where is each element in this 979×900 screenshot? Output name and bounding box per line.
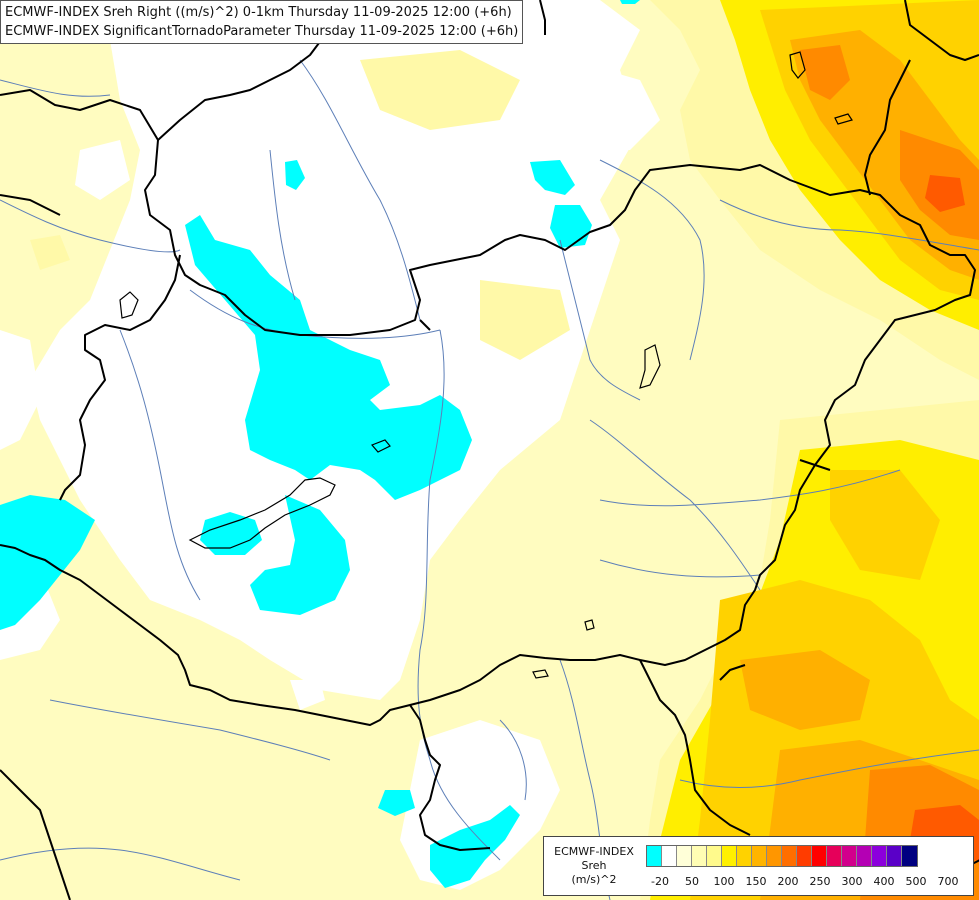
legend-tick-label: -20 (651, 875, 669, 888)
legend-swatch (662, 846, 677, 866)
legend-tick-label: 400 (873, 875, 895, 888)
rivers (0, 59, 979, 900)
legend-swatch (842, 846, 857, 866)
legend-tick-label: 200 (777, 875, 799, 888)
legend-tick-label: 50 (685, 875, 699, 888)
title-line-2: ECMWF-INDEX SignificantTornadoParameter … (5, 24, 519, 39)
legend-line-3: (m/s)^2 (571, 873, 617, 886)
legend-tick-label: 100 (713, 875, 735, 888)
title-line-1: ECMWF-INDEX Sreh Right ((m/s)^2) 0-1km T… (5, 5, 512, 20)
legend-swatch (707, 846, 722, 866)
legend-tick-label: 300 (841, 875, 863, 888)
legend-swatch (677, 846, 692, 866)
legend-tick-label: 250 (809, 875, 831, 888)
map-title: ECMWF-INDEX Sreh Right ((m/s)^2) 0-1km T… (0, 0, 524, 44)
legend-swatch (737, 846, 752, 866)
legend-line-2: Sreh (581, 859, 607, 872)
legend-swatch (887, 846, 902, 866)
legend-tick-label: 700 (937, 875, 959, 888)
legend-swatch (767, 846, 782, 866)
legend-swatch (647, 846, 662, 866)
legend-swatch (692, 846, 707, 866)
legend-swatch (722, 846, 737, 866)
legend-title: ECMWF-INDEX Sreh (m/s)^2 (548, 845, 640, 887)
negative-sreh-areas (0, 0, 640, 888)
legend-swatch (812, 846, 827, 866)
legend-swatch (872, 846, 887, 866)
legend-tick-label: 150 (745, 875, 767, 888)
legend-tick-label: 500 (905, 875, 927, 888)
legend-swatch (902, 846, 917, 866)
legend-swatch (752, 846, 767, 866)
legend-swatch (797, 846, 812, 866)
legend-swatch (857, 846, 872, 866)
legend-line-1: ECMWF-INDEX (554, 845, 634, 858)
lakes (119, 51, 853, 679)
legend-swatches (646, 845, 918, 867)
color-legend: ECMWF-INDEX Sreh (m/s)^2 -20 50 100 150 200 2… (543, 836, 974, 896)
legend-swatch (827, 846, 842, 866)
legend-ticks: -20 50 100 150 200 250 300 400 500 700 (646, 875, 968, 889)
legend-swatch (782, 846, 797, 866)
